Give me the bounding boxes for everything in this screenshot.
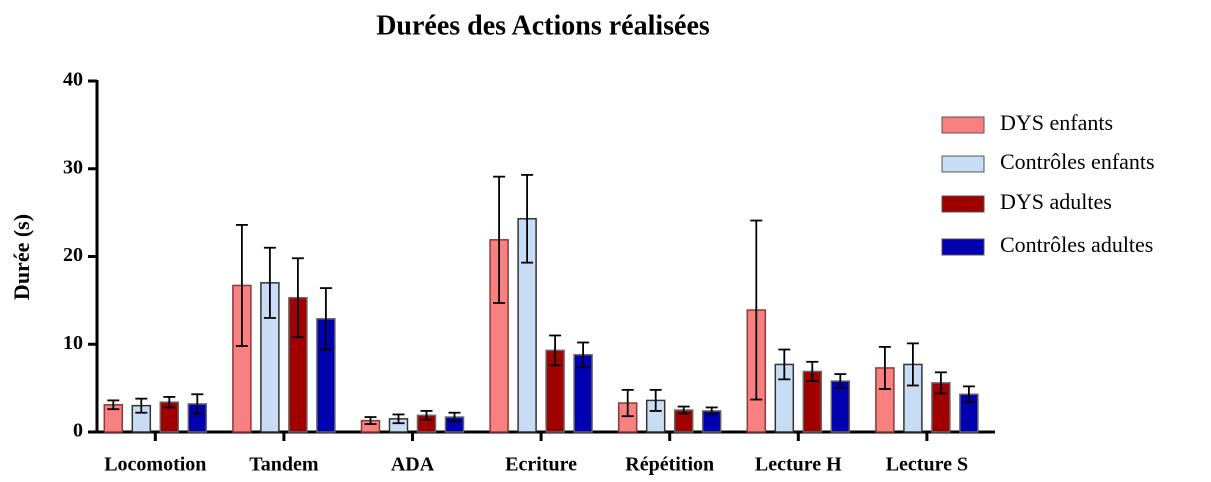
y-tick-label: 30 — [63, 156, 83, 178]
x-tick-label: Locomotion — [104, 454, 206, 476]
x-tick-label: Répétition — [625, 454, 714, 476]
x-tick-label: Tandem — [249, 454, 319, 476]
chart-title: Durées des Actions réalisées — [376, 10, 710, 41]
legend-label: Contrôles adultes — [1000, 232, 1153, 257]
y-axis-label: Durée (s) — [9, 214, 34, 300]
legend-swatch — [941, 155, 985, 173]
legend-swatch — [941, 195, 985, 213]
legend-label: Contrôles enfants — [1000, 149, 1155, 174]
x-tick-label: Lecture H — [755, 454, 842, 476]
x-tick-label: Lecture S — [886, 454, 968, 476]
y-tick-label: 0 — [73, 420, 83, 442]
legend-label: DYS adultes — [1000, 189, 1112, 214]
y-tick-label: 40 — [63, 69, 83, 91]
legend-swatch — [941, 238, 985, 256]
y-tick-label: 20 — [63, 244, 83, 266]
x-tick-label: ADA — [391, 454, 435, 476]
y-tick-label: 10 — [63, 332, 83, 354]
legend-swatch — [941, 116, 985, 134]
x-tick-label: Ecriture — [505, 454, 577, 476]
legend-label: DYS enfants — [1000, 110, 1113, 135]
